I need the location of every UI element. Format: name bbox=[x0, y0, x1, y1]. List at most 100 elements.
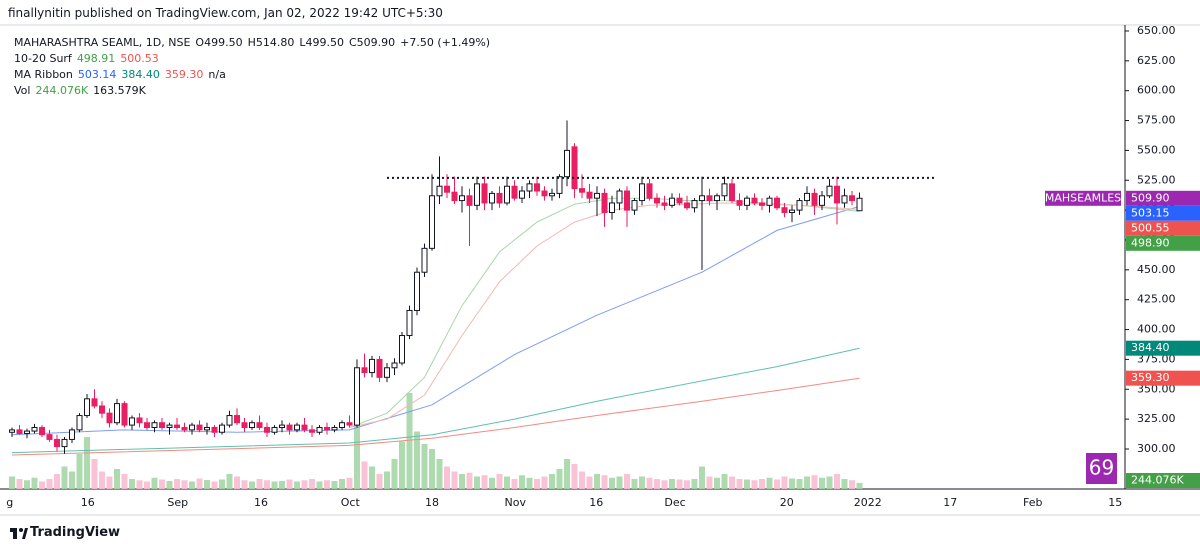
price-tag bbox=[1126, 220, 1200, 236]
candle-body bbox=[196, 424, 203, 431]
volume-bar bbox=[519, 475, 525, 489]
price-tag-label: 498.90 bbox=[1131, 236, 1170, 249]
candle-body bbox=[534, 183, 540, 192]
volume-bar bbox=[579, 471, 585, 489]
x-tick-label: 2022 bbox=[854, 496, 882, 509]
volume-bar bbox=[174, 479, 180, 489]
indicator-reading: 503.14 bbox=[77, 68, 117, 81]
candle-body bbox=[556, 176, 563, 194]
y-tick-label: 525.00 bbox=[1137, 173, 1176, 186]
volume-bar bbox=[24, 480, 30, 489]
y-tick-label: 300.00 bbox=[1137, 442, 1176, 455]
candle-body bbox=[271, 426, 278, 433]
legend-row: MA Ribbon 503.14 384.40 359.30 n/a bbox=[14, 67, 495, 83]
volume-bar bbox=[811, 475, 818, 489]
volume-bar bbox=[736, 479, 743, 489]
volume-bar bbox=[489, 477, 495, 489]
candle-body bbox=[774, 197, 780, 209]
volume-bar bbox=[751, 480, 758, 489]
candle-body bbox=[54, 438, 60, 448]
y-tick-label: 325.00 bbox=[1137, 412, 1176, 425]
ma-line bbox=[349, 202, 860, 428]
candle-body bbox=[339, 422, 345, 428]
volume-bar bbox=[376, 474, 383, 489]
candle-body bbox=[301, 424, 308, 431]
candle-body bbox=[354, 367, 360, 426]
indicator-reading: 384.40 bbox=[121, 68, 160, 81]
candle-body bbox=[151, 422, 158, 428]
volume-bar bbox=[444, 466, 450, 489]
candle-body bbox=[466, 195, 473, 206]
y-tick-label: 425.00 bbox=[1137, 293, 1176, 306]
volume-bar bbox=[324, 480, 330, 489]
volume-bar bbox=[564, 459, 570, 489]
candle-body bbox=[181, 426, 188, 431]
candle-body bbox=[226, 415, 233, 426]
volume-bar bbox=[759, 479, 765, 489]
candle-body bbox=[661, 202, 668, 206]
candle-body bbox=[511, 185, 518, 199]
volume-bar bbox=[796, 479, 803, 489]
candle-body bbox=[436, 185, 443, 197]
volume-bar bbox=[721, 474, 728, 489]
volume-bar bbox=[496, 474, 503, 489]
candle-body bbox=[736, 200, 743, 206]
volume-bar bbox=[46, 479, 53, 489]
volume-bar bbox=[459, 474, 465, 489]
volume-bar bbox=[76, 454, 83, 489]
volume-bar bbox=[309, 479, 315, 489]
candle-body bbox=[159, 422, 165, 428]
volume-bar bbox=[631, 479, 638, 489]
x-tick-label: 16 bbox=[589, 496, 603, 509]
volume-bar bbox=[526, 477, 533, 489]
volume-bar bbox=[729, 476, 735, 489]
volume-bar bbox=[219, 479, 225, 489]
x-tick-label: Dec bbox=[664, 496, 685, 509]
price-tag-label: 509.90 bbox=[1131, 191, 1170, 204]
candle-body bbox=[309, 429, 315, 433]
volume-bar bbox=[84, 437, 90, 489]
volume-bar bbox=[466, 472, 473, 489]
volume-bar bbox=[91, 459, 98, 489]
candle-body bbox=[84, 398, 90, 417]
candle-body bbox=[219, 424, 225, 433]
volume-bar bbox=[166, 481, 173, 489]
candle-body bbox=[564, 149, 570, 178]
candle-body bbox=[849, 195, 855, 202]
volume-bar bbox=[226, 474, 233, 489]
candle-body bbox=[804, 192, 810, 202]
logo-part bbox=[13, 528, 17, 539]
candle-body bbox=[114, 403, 120, 424]
candle-body bbox=[789, 209, 795, 214]
price-tag-label: 500.55 bbox=[1131, 221, 1170, 234]
volume-tag-label: 244.076K bbox=[1131, 474, 1184, 487]
candle-body bbox=[759, 202, 765, 206]
indicator-name: Vol bbox=[14, 84, 31, 97]
volume-bar bbox=[834, 474, 840, 489]
volume-bar bbox=[706, 476, 713, 489]
indicator-reading: 244.076K bbox=[35, 84, 89, 97]
candle-body bbox=[444, 185, 450, 193]
volume-bar bbox=[256, 479, 263, 489]
x-tick-label: Sep bbox=[167, 496, 188, 509]
candle-body bbox=[429, 195, 435, 249]
y-tick-label: 600.00 bbox=[1137, 84, 1176, 97]
candle-body bbox=[24, 430, 30, 434]
ohlc-value: L499.50 bbox=[299, 36, 344, 49]
volume-bar bbox=[789, 478, 795, 489]
logo-part bbox=[22, 528, 28, 539]
candle-body bbox=[684, 202, 690, 209]
volume-bar bbox=[661, 480, 668, 489]
volume-bar bbox=[504, 476, 510, 489]
volume-bar bbox=[384, 471, 390, 489]
candle-body bbox=[796, 200, 803, 211]
candle-body bbox=[474, 183, 480, 206]
price-tag-label: 359.30 bbox=[1131, 371, 1170, 384]
candle-body bbox=[91, 398, 98, 407]
candle-body bbox=[106, 412, 113, 424]
volume-bar bbox=[211, 481, 218, 489]
candle-body bbox=[136, 417, 143, 424]
x-tick-label: Nov bbox=[505, 496, 527, 509]
x-tick-label: 20 bbox=[780, 496, 794, 509]
candle-body bbox=[729, 183, 735, 202]
